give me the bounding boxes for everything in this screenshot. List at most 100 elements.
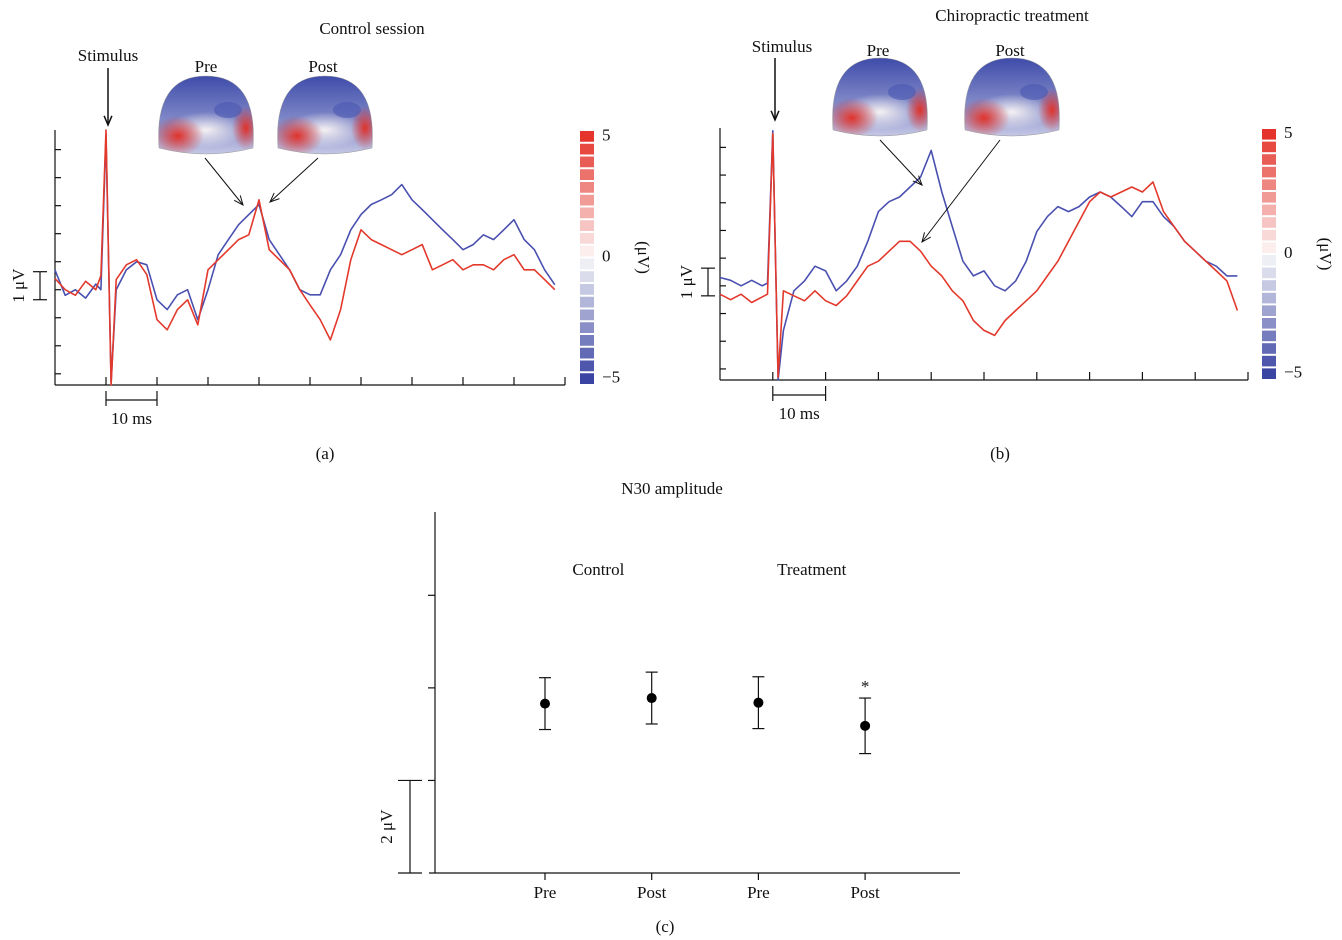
colorbar-cell [580,131,594,142]
colorbar-cell [1262,179,1276,190]
head-outline [158,75,254,155]
scale-bar-label: 1 μV [677,264,696,299]
colorbar-cell [1262,292,1276,304]
colorbar-cell [580,271,594,282]
arrow-line [269,157,319,203]
arrow-head [269,192,280,203]
arrow-head [103,115,113,127]
colorbar-cell [1262,166,1276,178]
colorbar-label: (μV) [634,241,653,274]
colorbar-cell [1262,267,1276,279]
colorbar-cell [1262,255,1276,266]
point [860,720,871,731]
scalp-map [832,58,928,136]
chart-title: Chiropractic treatment [935,6,1089,25]
colorbar-cell [580,284,594,295]
panel-label: (b) [990,444,1010,463]
scalp-blue-spot [1020,84,1048,100]
x-tick-label: Pre [747,883,770,902]
scalp-red [832,98,878,136]
point [646,693,657,704]
colorbar-tick-label: −5 [1284,363,1302,382]
scalp-red [158,116,204,154]
stimulus-label: Stimulus [78,46,138,65]
colorbar-tick-label: 5 [602,125,611,144]
colorbar-cell [580,220,594,231]
x-tick-label: Post [850,883,880,902]
trace [54,129,556,386]
scalp-blue-spot [214,102,242,118]
arrow-line [204,157,244,206]
panel-label: (c) [656,917,675,936]
colorbar-cell [1262,280,1276,291]
colorbar-cell [1262,368,1276,379]
colorbar-cell [580,245,594,257]
arrow-line [921,139,1001,243]
group-label: Control [572,560,624,579]
x-tick-label: Pre [534,883,557,902]
scale-bar-label: 10 ms [779,404,820,423]
head-outline [964,57,1060,137]
arrow-head [912,175,923,186]
significance-marker: * [861,677,870,696]
colorbar-cell [1262,305,1276,316]
scale-bar-label: 1 μV [9,268,28,303]
trace [719,130,1238,381]
colorbar-cell [580,156,594,168]
arrow-head [921,232,931,244]
colorbar-cell [1262,229,1276,241]
colorbar-cell [1262,343,1276,354]
scalp-red [964,98,1010,136]
map-label: Post [308,57,338,76]
trace [719,132,1239,378]
colorbar-cell [1262,204,1276,216]
colorbar-cell [580,258,594,270]
stimulus-label: Stimulus [752,37,812,56]
point [753,697,764,708]
colorbar-cell [1262,192,1276,203]
colorbar-tick-label: 0 [602,246,611,265]
colorbar-label: (μV) [1316,238,1335,271]
chart-title: Control session [319,19,425,38]
map-label: Pre [195,57,218,76]
colorbar-cell [1262,217,1276,228]
arrow-head [233,195,244,206]
scalp-map [158,76,254,154]
colorbar-cell [1262,318,1276,329]
arrow-head [770,110,780,122]
colorbar-cell [580,309,594,321]
colorbar-cell [580,360,594,372]
colorbar-cell [580,335,594,346]
chart-title: N30 amplitude [621,479,723,498]
panel-label: (a) [316,444,335,463]
head-outline [277,75,373,155]
colorbar-cell [580,347,594,359]
colorbar-cell [1262,129,1276,140]
arrow-line [879,139,923,186]
scale-bar-label: 10 ms [111,409,152,428]
scalp-red [277,116,323,154]
scalp-blue-spot [888,84,916,100]
colorbar-cell [1262,242,1276,253]
colorbar-cell [580,169,594,180]
colorbar-cell [580,233,594,244]
colorbar-cell [1262,154,1276,165]
scale-bar-label: 2 μV [377,809,396,844]
colorbar-cell [580,182,594,193]
map-label: Post [995,41,1025,60]
colorbar-cell [580,207,594,219]
colorbar-cell [580,143,594,155]
colorbar-cell [580,322,594,333]
colorbar-tick-label: 0 [1284,243,1293,262]
point [540,698,550,709]
head-outline [832,57,928,137]
colorbar-tick-label: 5 [1284,123,1293,142]
colorbar-cell [1262,141,1276,153]
colorbar-cell [580,194,594,206]
colorbar-cell [1262,330,1276,342]
colorbar-tick-label: −5 [602,368,620,387]
scalp-blue-spot [333,102,361,118]
colorbar-cell [1262,355,1276,367]
